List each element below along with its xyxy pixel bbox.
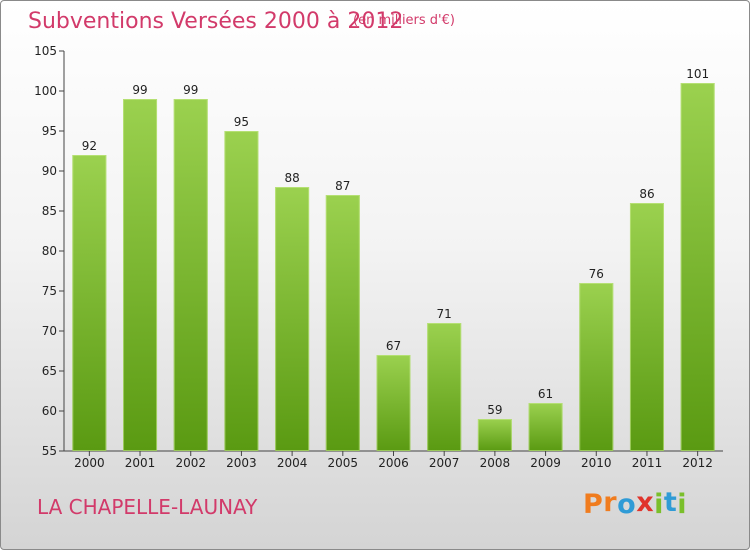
- data-label: 99: [183, 83, 198, 97]
- bar-outline: [275, 187, 310, 451]
- bars: [72, 83, 715, 451]
- y-tick-label: 95: [42, 124, 57, 138]
- data-label: 59: [487, 403, 502, 417]
- bar-outline: [224, 131, 259, 451]
- data-label: 87: [335, 179, 350, 193]
- data-label: 88: [284, 171, 299, 185]
- data-label: 71: [437, 307, 452, 321]
- bar: [173, 99, 208, 451]
- bar: [123, 99, 158, 451]
- x-tick-label: 2004: [277, 456, 308, 470]
- logo-letter: i: [677, 489, 688, 520]
- x-tick-label: 2011: [632, 456, 663, 470]
- bar: [427, 323, 462, 451]
- x-tick-label: 2001: [125, 456, 156, 470]
- bar-outline: [579, 283, 614, 451]
- bar: [680, 83, 715, 451]
- bar-outline: [427, 323, 462, 451]
- logo-letter: x: [636, 487, 655, 518]
- bar: [325, 195, 360, 451]
- bar-outline: [528, 403, 563, 451]
- bar: [72, 155, 107, 451]
- data-label: 61: [538, 387, 553, 401]
- bar-outline: [629, 203, 664, 451]
- proxiti-logo: Proxiti: [583, 487, 688, 520]
- x-tick-label: 2010: [581, 456, 612, 470]
- x-tick-label: 2007: [429, 456, 460, 470]
- bar-outline: [72, 155, 107, 451]
- data-label: 99: [132, 83, 147, 97]
- data-label: 67: [386, 339, 401, 353]
- x-tick-label: 2002: [175, 456, 206, 470]
- y-tick-label: 80: [42, 244, 57, 258]
- chart-unit: (en milliers d'€): [353, 13, 455, 28]
- bar-outline: [173, 99, 208, 451]
- x-tick-label: 2000: [74, 456, 105, 470]
- bar: [528, 403, 563, 451]
- bar-outline: [680, 83, 715, 451]
- x-tick-label: 2009: [530, 456, 561, 470]
- x-tick-label: 2008: [480, 456, 511, 470]
- logo-letter: r: [603, 487, 618, 518]
- logo-letter: t: [663, 487, 678, 518]
- logo-letter: o: [617, 489, 637, 520]
- chart-title: Subventions Versées 2000 à 2012: [28, 9, 404, 34]
- y-tick-label: 60: [42, 404, 57, 418]
- logo-letter: i: [654, 489, 664, 520]
- data-label: 86: [639, 187, 654, 201]
- y-tick-label: 55: [42, 444, 57, 458]
- bar-outline: [477, 419, 512, 451]
- bar: [376, 355, 411, 451]
- bar-outline: [325, 195, 360, 451]
- y-tick-label: 90: [42, 164, 57, 178]
- data-label: 76: [589, 267, 604, 281]
- x-tick-label: 2003: [226, 456, 257, 470]
- y-tick-label: 105: [34, 44, 57, 58]
- y-tick-label: 85: [42, 204, 57, 218]
- y-tick-label: 75: [42, 284, 57, 298]
- logo-letter: P: [583, 489, 604, 520]
- y-tick-label: 100: [34, 84, 57, 98]
- y-tick-label: 70: [42, 324, 57, 338]
- x-tick-label: 2012: [682, 456, 713, 470]
- data-label: 92: [82, 139, 97, 153]
- y-tick-label: 65: [42, 364, 57, 378]
- bar: [224, 131, 259, 451]
- bar: [477, 419, 512, 451]
- bar-outline: [123, 99, 158, 451]
- bar: [275, 187, 310, 451]
- data-label: 95: [234, 115, 249, 129]
- data-label: 101: [686, 67, 709, 81]
- bar-outline: [376, 355, 411, 451]
- axes: 55 60 65 70 75 80 85 90 95 100 105 2000 2001 2002 2003…: [34, 44, 723, 470]
- data-labels: 92 99 99 95 88 87 67 71 59 61 76 86 101: [82, 67, 709, 417]
- bar: [629, 203, 664, 451]
- x-tick-label: 2006: [378, 456, 409, 470]
- commune-name: LA CHAPELLE-LAUNAY: [37, 495, 258, 519]
- x-tick-label: 2005: [328, 456, 359, 470]
- bar: [579, 283, 614, 451]
